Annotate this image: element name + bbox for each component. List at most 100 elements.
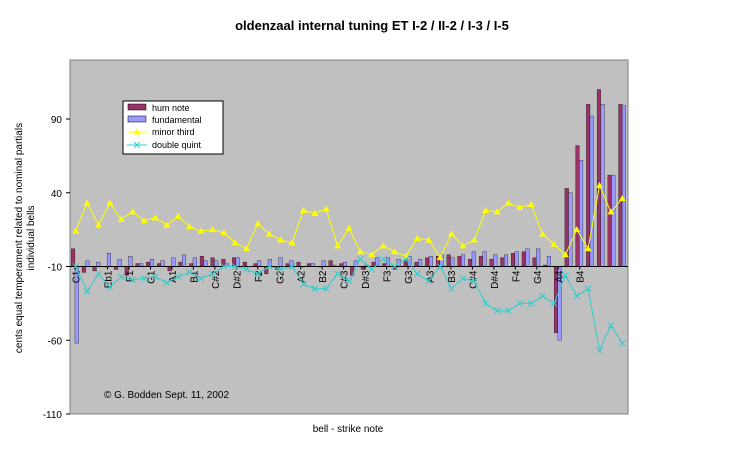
fundamental-bar (546, 256, 551, 267)
hum-note-bar (575, 145, 580, 267)
minor-third-point (277, 236, 285, 243)
hum-note-bar (146, 261, 151, 267)
minor-third-point (311, 209, 319, 216)
x-tick-label: B3 (447, 270, 458, 283)
x-tick-label: Eb1 (104, 270, 115, 288)
hum-note-bar (500, 257, 505, 267)
hum-note-bar (489, 258, 494, 267)
x-tick-label: F4 (511, 270, 522, 282)
hum-note-bar (446, 254, 451, 267)
minor-third-point (459, 242, 467, 249)
hum-note-bar (618, 104, 623, 267)
copyright-annotation: © G. Bodden Sept. 11, 2002 (104, 390, 229, 401)
x-tick-label: F2 (254, 270, 265, 282)
fundamental-bar (85, 260, 90, 267)
fundamental-bar (461, 254, 466, 267)
double-quint-point (95, 270, 102, 278)
minor-third-point (607, 208, 615, 215)
double-quint-point (106, 283, 114, 291)
minor-third-point (83, 199, 91, 206)
double-quint-point (584, 285, 592, 292)
x-tick-label: G4 (533, 270, 544, 284)
minor-third-point (220, 229, 228, 236)
minor-third-point (299, 206, 307, 213)
minor-third-point (482, 206, 490, 213)
double-quint-point (83, 288, 91, 295)
fundamental-bar (192, 257, 197, 267)
legend-label-minor-third: minor third (152, 127, 195, 137)
double-quint-point (505, 307, 512, 315)
legend-swatch-fundamental (127, 115, 147, 123)
x-tick-label: G2 (275, 270, 286, 284)
fundamental-bar (536, 248, 541, 267)
fundamental-bar (525, 248, 530, 267)
minor-third-point (208, 226, 216, 233)
double-quint-point (459, 274, 467, 282)
hum-note-bar (478, 256, 483, 267)
x-tick-label: D#4 (490, 270, 501, 289)
fundamental-bar (171, 257, 176, 267)
y-tick-label: -110 (43, 410, 63, 421)
double-quint-point (607, 322, 615, 329)
hum-note-bar (532, 257, 537, 267)
x-tick-label: D#2 (232, 270, 243, 289)
hum-note-bar (511, 253, 516, 267)
hum-note-bar (178, 261, 183, 267)
hum-note-bar (242, 261, 247, 267)
hum-note-bar (371, 261, 376, 267)
legend-label-fundamental: fundamental (152, 115, 202, 125)
fundamental-bar (589, 115, 594, 267)
fundamental-bar (568, 192, 573, 267)
hum-note-bar (596, 89, 601, 267)
double-quint-point (208, 270, 216, 278)
double-quint-point (265, 263, 273, 270)
double-quint-point (470, 277, 478, 285)
minor-third-point (334, 242, 342, 249)
fundamental-bar (471, 251, 476, 267)
y-axis-label: cents equal temperament related to nomin… (14, 123, 25, 353)
legend-swatch-hum-note (127, 103, 147, 111)
x-tick-label: B4 (576, 270, 587, 283)
legend: hum note fundamental minor third double … (122, 100, 224, 155)
minor-third-point (493, 208, 501, 215)
double-quint-point (254, 270, 262, 278)
double-quint-point (163, 279, 171, 287)
hum-note-bar (210, 257, 215, 267)
x-tick-label: C#3 (340, 270, 351, 289)
minor-third-point (322, 205, 330, 212)
double-quint-point (425, 277, 433, 285)
double-quint-point (300, 280, 307, 288)
fundamental-bar (418, 258, 423, 267)
minor-third-point (539, 230, 547, 237)
double-quint-point (379, 255, 387, 263)
fundamental-bar (504, 254, 508, 267)
minor-third-point (391, 248, 399, 255)
hum-note-bar (81, 266, 86, 273)
x-tick-label: B2 (318, 270, 329, 283)
minor-third-point (345, 224, 353, 231)
double-quint-point (220, 263, 228, 270)
x-tick-label: A3 (425, 270, 436, 283)
hum-note-bar (468, 258, 473, 267)
legend-label-hum-note: hum note (152, 103, 190, 113)
double-quint-point (129, 276, 136, 284)
x-tick-label: D#3 (361, 270, 372, 289)
minor-third-point (425, 236, 433, 243)
double-quint-point (539, 292, 546, 300)
fundamental-bar (149, 258, 154, 267)
minor-third-point (163, 221, 171, 228)
fundamental-bar (482, 251, 487, 267)
minor-third-point (527, 201, 535, 208)
minor-third-point (197, 227, 205, 234)
y-axis-label-secondary: individual bells (26, 205, 37, 270)
minor-third-point (470, 236, 478, 243)
hum-note-bar (607, 174, 612, 267)
minor-third-point (504, 199, 512, 206)
minor-third-point (379, 242, 387, 249)
y-tick-label: 90 (51, 115, 63, 126)
minor-third-point (356, 248, 364, 255)
minor-third-point (573, 226, 581, 233)
x-tick-label: F1 (125, 270, 136, 282)
double-quint-point (436, 263, 444, 270)
minor-third-point (72, 227, 80, 234)
